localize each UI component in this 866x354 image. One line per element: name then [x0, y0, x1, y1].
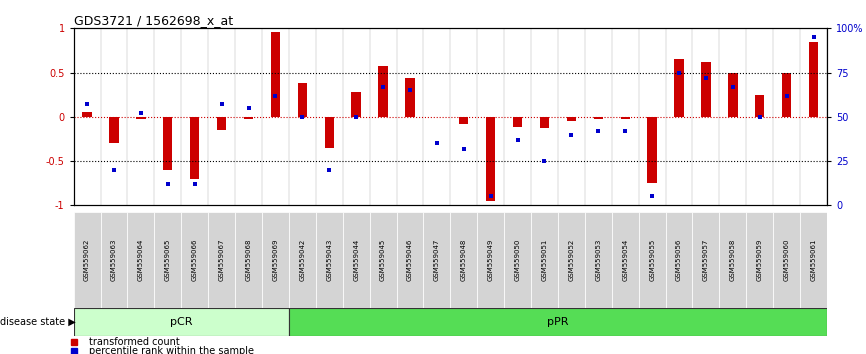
- Text: GSM559055: GSM559055: [650, 239, 655, 281]
- Bar: [136, 117, 145, 119]
- Bar: [800, 212, 827, 308]
- Bar: [74, 212, 100, 308]
- Text: GSM559053: GSM559053: [595, 239, 601, 281]
- Bar: [540, 117, 549, 129]
- Text: pPR: pPR: [547, 317, 569, 327]
- Bar: [154, 212, 181, 308]
- Bar: [316, 212, 343, 308]
- Text: GSM559068: GSM559068: [246, 239, 251, 281]
- Bar: [262, 212, 289, 308]
- Text: GSM559057: GSM559057: [703, 239, 709, 281]
- Bar: [235, 212, 262, 308]
- Bar: [370, 212, 397, 308]
- Bar: [100, 212, 127, 308]
- Text: transformed count: transformed count: [88, 337, 179, 347]
- Bar: [782, 73, 792, 117]
- Bar: [755, 95, 765, 117]
- Text: GSM559056: GSM559056: [676, 239, 682, 281]
- Bar: [450, 212, 477, 308]
- Text: GSM559066: GSM559066: [191, 239, 197, 281]
- Bar: [504, 212, 531, 308]
- Bar: [486, 117, 495, 201]
- Bar: [648, 117, 656, 183]
- Bar: [531, 212, 558, 308]
- Text: GSM559060: GSM559060: [784, 239, 790, 281]
- Text: GSM559051: GSM559051: [541, 239, 547, 281]
- Bar: [82, 113, 92, 117]
- Bar: [208, 212, 235, 308]
- Text: GSM559044: GSM559044: [353, 239, 359, 281]
- Text: GSM559069: GSM559069: [273, 239, 278, 281]
- Bar: [666, 212, 693, 308]
- Bar: [477, 212, 504, 308]
- Text: GSM559062: GSM559062: [84, 239, 90, 281]
- Text: GSM559048: GSM559048: [461, 239, 467, 281]
- Text: GSM559058: GSM559058: [730, 239, 736, 281]
- Text: GSM559049: GSM559049: [488, 239, 494, 281]
- Bar: [728, 73, 738, 117]
- Text: GSM559046: GSM559046: [407, 239, 413, 281]
- Bar: [585, 212, 611, 308]
- Bar: [405, 78, 415, 117]
- Text: GSM559067: GSM559067: [218, 239, 224, 281]
- Bar: [289, 308, 827, 336]
- Bar: [343, 212, 370, 308]
- Bar: [244, 117, 253, 120]
- Bar: [621, 117, 630, 119]
- Bar: [746, 212, 773, 308]
- Bar: [190, 117, 199, 179]
- Bar: [638, 212, 666, 308]
- Text: GSM559047: GSM559047: [434, 239, 440, 281]
- Text: GSM559061: GSM559061: [811, 239, 817, 281]
- Bar: [773, 212, 800, 308]
- Bar: [127, 212, 154, 308]
- Text: disease state ▶: disease state ▶: [0, 317, 75, 327]
- Text: percentile rank within the sample: percentile rank within the sample: [88, 346, 254, 354]
- Bar: [352, 92, 361, 117]
- Bar: [566, 117, 576, 121]
- Bar: [74, 308, 289, 336]
- Bar: [693, 212, 720, 308]
- Bar: [109, 117, 119, 143]
- Text: GSM559065: GSM559065: [165, 239, 171, 281]
- Text: GSM559050: GSM559050: [514, 239, 520, 281]
- Text: GSM559059: GSM559059: [757, 239, 763, 281]
- Bar: [163, 117, 172, 170]
- Bar: [289, 212, 316, 308]
- Bar: [459, 117, 469, 124]
- Bar: [271, 32, 280, 117]
- Text: GSM559052: GSM559052: [568, 239, 574, 281]
- Bar: [325, 117, 334, 148]
- Text: GSM559064: GSM559064: [138, 239, 144, 281]
- Text: GSM559042: GSM559042: [300, 239, 306, 281]
- Bar: [181, 212, 208, 308]
- Bar: [378, 67, 388, 117]
- Bar: [675, 59, 684, 117]
- Bar: [216, 117, 226, 130]
- Text: GDS3721 / 1562698_x_at: GDS3721 / 1562698_x_at: [74, 14, 233, 27]
- Text: pCR: pCR: [170, 317, 192, 327]
- Bar: [593, 117, 603, 120]
- Bar: [701, 62, 711, 117]
- Bar: [809, 42, 818, 117]
- Bar: [397, 212, 423, 308]
- Bar: [513, 117, 522, 127]
- Text: GSM559054: GSM559054: [623, 239, 628, 281]
- Text: GSM559043: GSM559043: [326, 239, 333, 281]
- Bar: [423, 212, 450, 308]
- Bar: [611, 212, 638, 308]
- Bar: [720, 212, 746, 308]
- Text: GSM559063: GSM559063: [111, 239, 117, 281]
- Bar: [558, 212, 585, 308]
- Bar: [298, 83, 307, 117]
- Text: GSM559045: GSM559045: [380, 239, 386, 281]
